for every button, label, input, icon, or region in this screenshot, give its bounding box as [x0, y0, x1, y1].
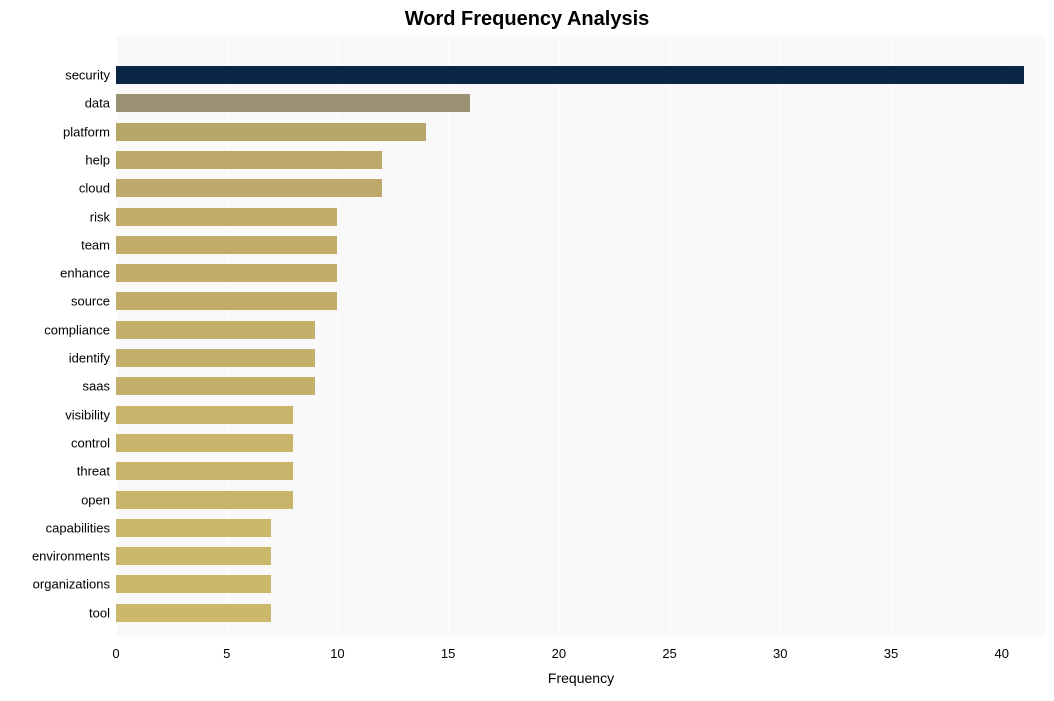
x-tick-label: 35 [884, 646, 898, 661]
y-tick-label: team [81, 237, 110, 252]
y-tick-label: threat [77, 464, 110, 479]
y-tick-label: open [81, 492, 110, 507]
bar [116, 264, 337, 282]
gridline [891, 36, 892, 636]
chart-title: Word Frequency Analysis [0, 8, 1054, 31]
x-axis-title: Frequency [116, 670, 1046, 686]
y-tick-label: tool [89, 605, 110, 620]
y-tick-label: source [71, 294, 110, 309]
x-tick-label: 10 [330, 646, 344, 661]
y-tick-label: organizations [33, 577, 110, 592]
gridline [559, 36, 560, 636]
gridline [1002, 36, 1003, 636]
bar [116, 236, 337, 254]
x-tick-label: 25 [662, 646, 676, 661]
x-tick-label: 0 [112, 646, 119, 661]
bar [116, 519, 271, 537]
bar [116, 604, 271, 622]
y-tick-label: control [71, 435, 110, 450]
bar [116, 462, 293, 480]
y-tick-label: visibility [65, 407, 110, 422]
bar [116, 321, 315, 339]
bar [116, 406, 293, 424]
y-tick-label: enhance [60, 266, 110, 281]
bar [116, 292, 337, 310]
bar [116, 377, 315, 395]
x-tick-label: 20 [552, 646, 566, 661]
y-tick-label: capabilities [46, 520, 110, 535]
bar [116, 434, 293, 452]
x-tick-label: 5 [223, 646, 230, 661]
bar [116, 123, 426, 141]
plot-area [116, 36, 1046, 636]
y-tick-label: cloud [79, 181, 110, 196]
bar [116, 349, 315, 367]
x-tick-label: 40 [994, 646, 1008, 661]
y-tick-label: platform [63, 124, 110, 139]
x-tick-label: 15 [441, 646, 455, 661]
y-tick-label: security [65, 68, 110, 83]
bar [116, 151, 382, 169]
y-tick-label: data [85, 96, 110, 111]
bar [116, 179, 382, 197]
y-tick-label: environments [32, 549, 110, 564]
gridline [780, 36, 781, 636]
gridline [670, 36, 671, 636]
y-tick-label: identify [69, 351, 110, 366]
bar [116, 208, 337, 226]
bar [116, 547, 271, 565]
gridline [448, 36, 449, 636]
bar [116, 491, 293, 509]
word-frequency-chart: Word Frequency Analysis Frequency 0 5 10 15… [0, 0, 1054, 701]
y-tick-label: compliance [44, 322, 110, 337]
x-tick-label: 30 [773, 646, 787, 661]
y-tick-label: help [85, 152, 110, 167]
bar [116, 575, 271, 593]
y-tick-label: risk [90, 209, 110, 224]
bar [116, 94, 470, 112]
y-tick-label: saas [83, 379, 110, 394]
bar [116, 66, 1024, 84]
